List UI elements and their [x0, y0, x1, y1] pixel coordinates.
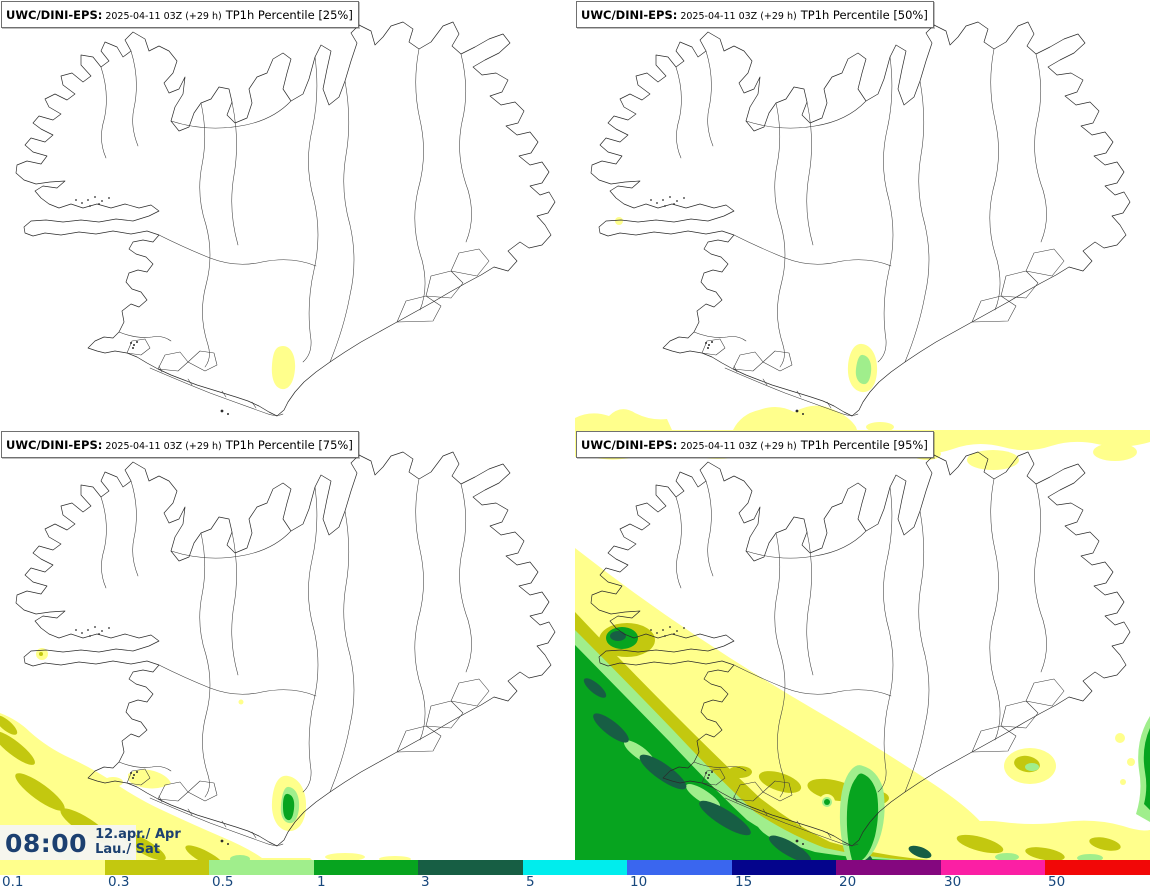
colorbar-tick: 3: [421, 874, 430, 890]
time-box: 08:00 12.apr./ Apr Lau./ Sat: [0, 825, 181, 861]
colorbar-tick: 50: [1048, 874, 1066, 890]
model-name: UWC/DINI-EPS:: [6, 8, 103, 22]
valid-time: 08:00: [5, 828, 88, 858]
map-panel-25: UWC/DINI-EPS: 2025-04-11 03Z (+29 h) TP1h …: [0, 0, 575, 430]
iceland-map-svg-75: [0, 448, 556, 860]
panel-title-box: UWC/DINI-EPS: 2025-04-11 03Z (+29 h) TP1h …: [576, 431, 934, 458]
precip-overlay-95: [575, 430, 1150, 860]
colorbar-segment: [836, 860, 941, 875]
model-name: UWC/DINI-EPS:: [6, 438, 103, 452]
colorbar-segment: [522, 860, 628, 875]
product-name: TP1h Percentile [95%]: [800, 438, 928, 452]
colorbar: 0.1 0.3 0.5 1 3 5 10 15 20 30 50: [0, 860, 1150, 891]
colorbar-tick: 30: [944, 874, 962, 890]
colorbar-segment: [627, 860, 732, 875]
colorbar-tick: 5: [526, 874, 535, 890]
colorbar-tick: 20: [839, 874, 857, 890]
map-panel-50: UWC/DINI-EPS: 2025-04-11 03Z (+29 h) TP1h …: [575, 0, 1150, 430]
iceland-map-svg-95: [575, 430, 1150, 860]
panel-title-box: UWC/DINI-EPS: 2025-04-11 03Z (+29 h) TP1h …: [576, 1, 934, 28]
panel-title-box: UWC/DINI-EPS: 2025-04-11 03Z (+29 h) TP1h …: [1, 1, 359, 28]
colorbar-bar: [0, 860, 1150, 875]
run-datetime: 2025-04-11 03Z (+29 h): [680, 11, 797, 22]
precip-overlay-50: [575, 217, 894, 430]
iceland-map-svg-50: [575, 18, 1131, 430]
colorbar-segment: [1045, 860, 1150, 875]
colorbar-segment: [0, 860, 105, 875]
valid-date: 12.apr./ Apr Lau./ Sat: [95, 828, 181, 857]
precip-overlay-25: [271, 346, 296, 390]
colorbar-segment: [313, 860, 419, 875]
run-datetime: 2025-04-11 03Z (+29 h): [105, 11, 222, 22]
colorbar-tick: 15: [735, 874, 753, 890]
colorbar-segment: [209, 860, 314, 875]
colorbar-tick: 0.1: [2, 874, 24, 890]
map-panel-95: UWC/DINI-EPS: 2025-04-11 03Z (+29 h) TP1h …: [575, 430, 1150, 860]
run-datetime: 2025-04-11 03Z (+29 h): [105, 441, 222, 452]
model-name: UWC/DINI-EPS:: [581, 8, 678, 22]
product-name: TP1h Percentile [25%]: [225, 8, 353, 22]
colorbar-tick: 0.5: [212, 874, 234, 890]
run-datetime: 2025-04-11 03Z (+29 h): [680, 441, 797, 452]
model-name: UWC/DINI-EPS:: [581, 438, 678, 452]
colorbar-tick: 1: [317, 874, 326, 890]
iceland-map-svg-25: [15, 18, 556, 417]
colorbar-tick: 10: [630, 874, 648, 890]
product-name: TP1h Percentile [75%]: [225, 438, 353, 452]
colorbar-segment: [731, 860, 837, 875]
date-line-1: 12.apr./ Apr: [95, 827, 181, 843]
colorbar-tick: 0.3: [108, 874, 130, 890]
colorbar-segment: [104, 860, 210, 875]
product-name: TP1h Percentile [50%]: [800, 8, 928, 22]
precip-overlay-75: [0, 648, 411, 860]
colorbar-segment: [418, 860, 523, 875]
map-panel-75: UWC/DINI-EPS: 2025-04-11 03Z (+29 h) TP1h …: [0, 430, 575, 860]
colorbar-segment: [940, 860, 1046, 875]
panel-title-box: UWC/DINI-EPS: 2025-04-11 03Z (+29 h) TP1h …: [1, 431, 359, 458]
date-line-2: Lau./ Sat: [95, 842, 160, 857]
